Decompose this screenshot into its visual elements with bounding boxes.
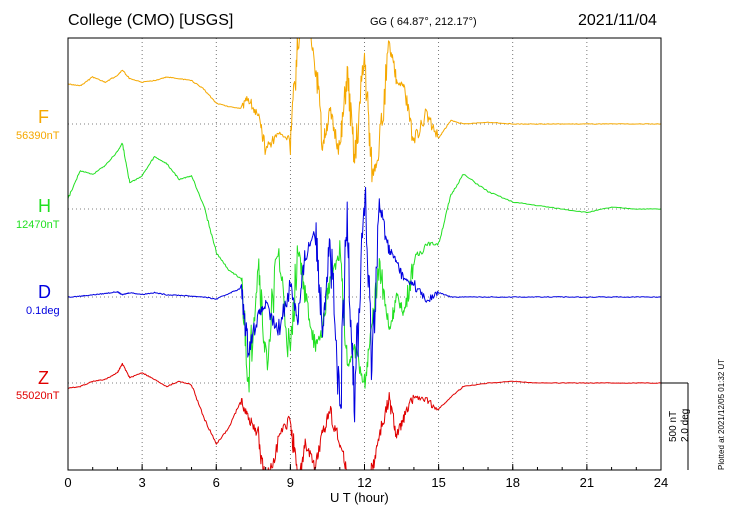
x-tick-label-3: 3 xyxy=(139,475,146,490)
plot-date: 2021/11/04 xyxy=(578,12,657,29)
plotted-at-note: Plotted at 2021/12/05 01:32 UT xyxy=(717,358,726,470)
station-title: College (CMO) [USGS] xyxy=(68,12,234,29)
series-line-d xyxy=(68,186,661,423)
channel-h-baseline: 12470nT xyxy=(16,219,60,231)
series-line-z xyxy=(68,362,661,470)
scale-nt-label: 500 nT xyxy=(668,410,679,442)
station-coordinates: GG ( 64.87°, 212.17°) xyxy=(370,16,477,28)
scale-deg-label: 2.0 deg xyxy=(680,408,691,442)
x-tick-label-9: 9 xyxy=(287,475,294,490)
x-tick-label-15: 15 xyxy=(431,475,445,490)
series-line-h xyxy=(68,142,661,393)
x-tick-label-21: 21 xyxy=(580,475,594,490)
channel-z-letter: Z xyxy=(38,368,49,388)
channel-z-baseline: 55020nT xyxy=(16,390,60,402)
channel-d-letter: D xyxy=(38,282,51,302)
x-tick-label-24: 24 xyxy=(654,475,668,490)
x-axis-label: U T (hour) xyxy=(330,490,389,505)
series-line-f xyxy=(68,38,661,183)
channel-d-baseline: 0.1deg xyxy=(26,305,60,317)
channel-f-letter: F xyxy=(38,107,49,127)
x-tick-label-12: 12 xyxy=(357,475,371,490)
x-tick-label-0: 0 xyxy=(64,475,71,490)
channel-h-letter: H xyxy=(38,196,51,216)
x-tick-label-18: 18 xyxy=(506,475,520,490)
x-tick-label-6: 6 xyxy=(213,475,220,490)
channel-f-baseline: 56390nT xyxy=(16,130,60,142)
